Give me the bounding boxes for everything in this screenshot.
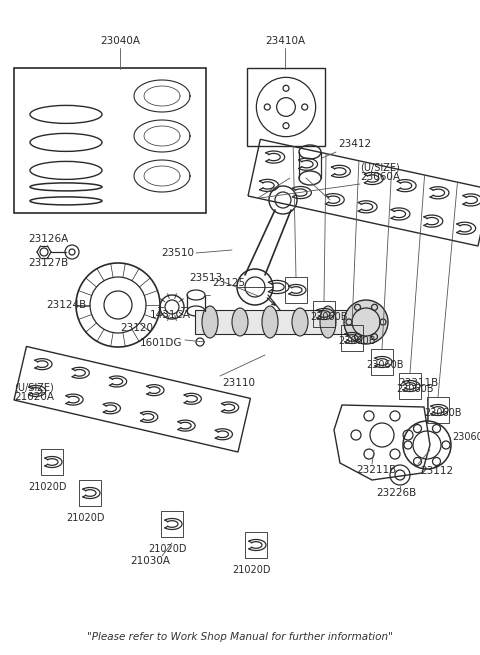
Text: 23124B: 23124B — [46, 300, 86, 310]
Bar — [161, 511, 183, 537]
Bar — [245, 532, 267, 558]
Circle shape — [344, 300, 388, 344]
Text: 23040A: 23040A — [100, 36, 140, 46]
Text: 23060B: 23060B — [366, 360, 404, 370]
Bar — [313, 301, 335, 327]
Bar — [79, 480, 101, 506]
Text: 23125: 23125 — [212, 278, 245, 288]
Text: (U/SIZE): (U/SIZE) — [360, 162, 400, 172]
Text: 23120: 23120 — [120, 323, 153, 333]
Ellipse shape — [232, 308, 248, 336]
Text: 21030A: 21030A — [130, 556, 170, 566]
Text: 23060B: 23060B — [310, 312, 348, 322]
Text: 23410A: 23410A — [265, 36, 305, 46]
Bar — [371, 349, 393, 375]
Text: (U/SIZE): (U/SIZE) — [14, 382, 54, 392]
Ellipse shape — [292, 308, 308, 336]
Bar — [247, 68, 325, 146]
Bar — [285, 277, 307, 303]
Ellipse shape — [202, 306, 218, 338]
Bar — [41, 449, 63, 475]
Text: 21020D: 21020D — [232, 565, 271, 575]
Text: 1431CA: 1431CA — [150, 310, 191, 320]
Text: 23112: 23112 — [420, 466, 453, 476]
Text: 23060A: 23060A — [360, 172, 400, 182]
Text: "Please refer to Work Shop Manual for further information": "Please refer to Work Shop Manual for fu… — [87, 632, 393, 642]
Text: 23510: 23510 — [161, 248, 194, 258]
Ellipse shape — [350, 308, 366, 336]
Bar — [14, 68, 206, 213]
Text: 21020D: 21020D — [66, 513, 105, 523]
Text: 21020A: 21020A — [14, 392, 54, 402]
Text: 23060B: 23060B — [396, 384, 433, 394]
Text: 23211B: 23211B — [356, 465, 396, 475]
Text: 23513: 23513 — [189, 273, 222, 283]
Ellipse shape — [262, 306, 278, 338]
Ellipse shape — [320, 306, 336, 338]
Bar — [341, 325, 363, 351]
Text: 23126A: 23126A — [28, 234, 68, 244]
Text: 23127B: 23127B — [28, 258, 68, 268]
Text: 23226B: 23226B — [376, 488, 416, 498]
Text: 23311B: 23311B — [398, 378, 438, 388]
Bar — [195, 310, 370, 334]
Text: 23060B: 23060B — [452, 432, 480, 442]
Text: 23060B: 23060B — [338, 336, 375, 346]
Bar — [399, 373, 421, 399]
Text: 23060B: 23060B — [424, 408, 461, 418]
Text: 23412: 23412 — [338, 139, 371, 149]
Text: 21020D: 21020D — [28, 482, 67, 492]
Text: 1601DG: 1601DG — [140, 338, 182, 348]
Bar — [427, 397, 449, 423]
Text: 23110: 23110 — [222, 378, 255, 388]
Text: 21020D: 21020D — [148, 544, 187, 554]
